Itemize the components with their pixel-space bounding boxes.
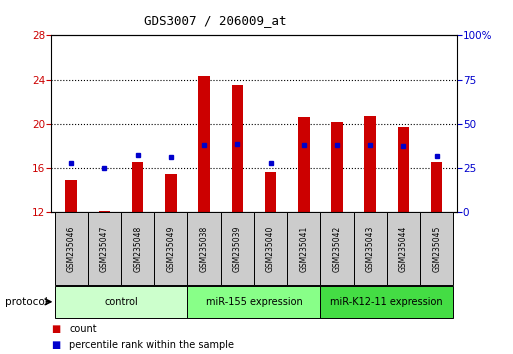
Bar	[187, 212, 221, 285]
Text: protocol: protocol	[5, 297, 48, 307]
Bar	[54, 286, 187, 318]
Bar	[353, 212, 387, 285]
Bar	[420, 212, 453, 285]
Text: percentile rank within the sample: percentile rank within the sample	[69, 340, 234, 350]
Bar	[387, 212, 420, 285]
Bar	[321, 286, 453, 318]
Bar	[66, 180, 77, 212]
Bar	[187, 286, 321, 318]
Text: GSM235040: GSM235040	[266, 225, 275, 272]
Text: GSM235041: GSM235041	[299, 225, 308, 272]
Text: ■: ■	[51, 340, 61, 350]
Bar	[231, 85, 243, 212]
Text: GSM235042: GSM235042	[332, 225, 342, 272]
Bar	[331, 122, 343, 212]
Bar	[199, 76, 210, 212]
Text: miR-K12-11 expression: miR-K12-11 expression	[330, 297, 443, 307]
Bar	[221, 212, 254, 285]
Bar	[321, 212, 353, 285]
Bar	[165, 174, 176, 212]
Text: ■: ■	[51, 324, 61, 334]
Bar	[287, 212, 321, 285]
Bar	[431, 161, 442, 212]
Bar	[398, 127, 409, 212]
Text: GSM235049: GSM235049	[166, 225, 175, 272]
Bar	[154, 212, 187, 285]
Bar	[98, 211, 110, 212]
Text: GSM235038: GSM235038	[200, 225, 209, 272]
Text: count: count	[69, 324, 97, 334]
Text: GSM235045: GSM235045	[432, 225, 441, 272]
Bar	[265, 172, 277, 212]
Bar	[132, 161, 144, 212]
Text: GSM235044: GSM235044	[399, 225, 408, 272]
Text: GSM235039: GSM235039	[233, 225, 242, 272]
Bar	[88, 212, 121, 285]
Text: GSM235043: GSM235043	[366, 225, 374, 272]
Bar	[364, 116, 376, 212]
Text: GSM235047: GSM235047	[100, 225, 109, 272]
Text: GSM235046: GSM235046	[67, 225, 76, 272]
Bar	[54, 212, 88, 285]
Bar	[254, 212, 287, 285]
Text: GDS3007 / 206009_at: GDS3007 / 206009_at	[144, 14, 287, 27]
Bar	[298, 117, 309, 212]
Text: control: control	[104, 297, 138, 307]
Bar	[121, 212, 154, 285]
Text: GSM235048: GSM235048	[133, 225, 142, 272]
Text: miR-155 expression: miR-155 expression	[206, 297, 302, 307]
